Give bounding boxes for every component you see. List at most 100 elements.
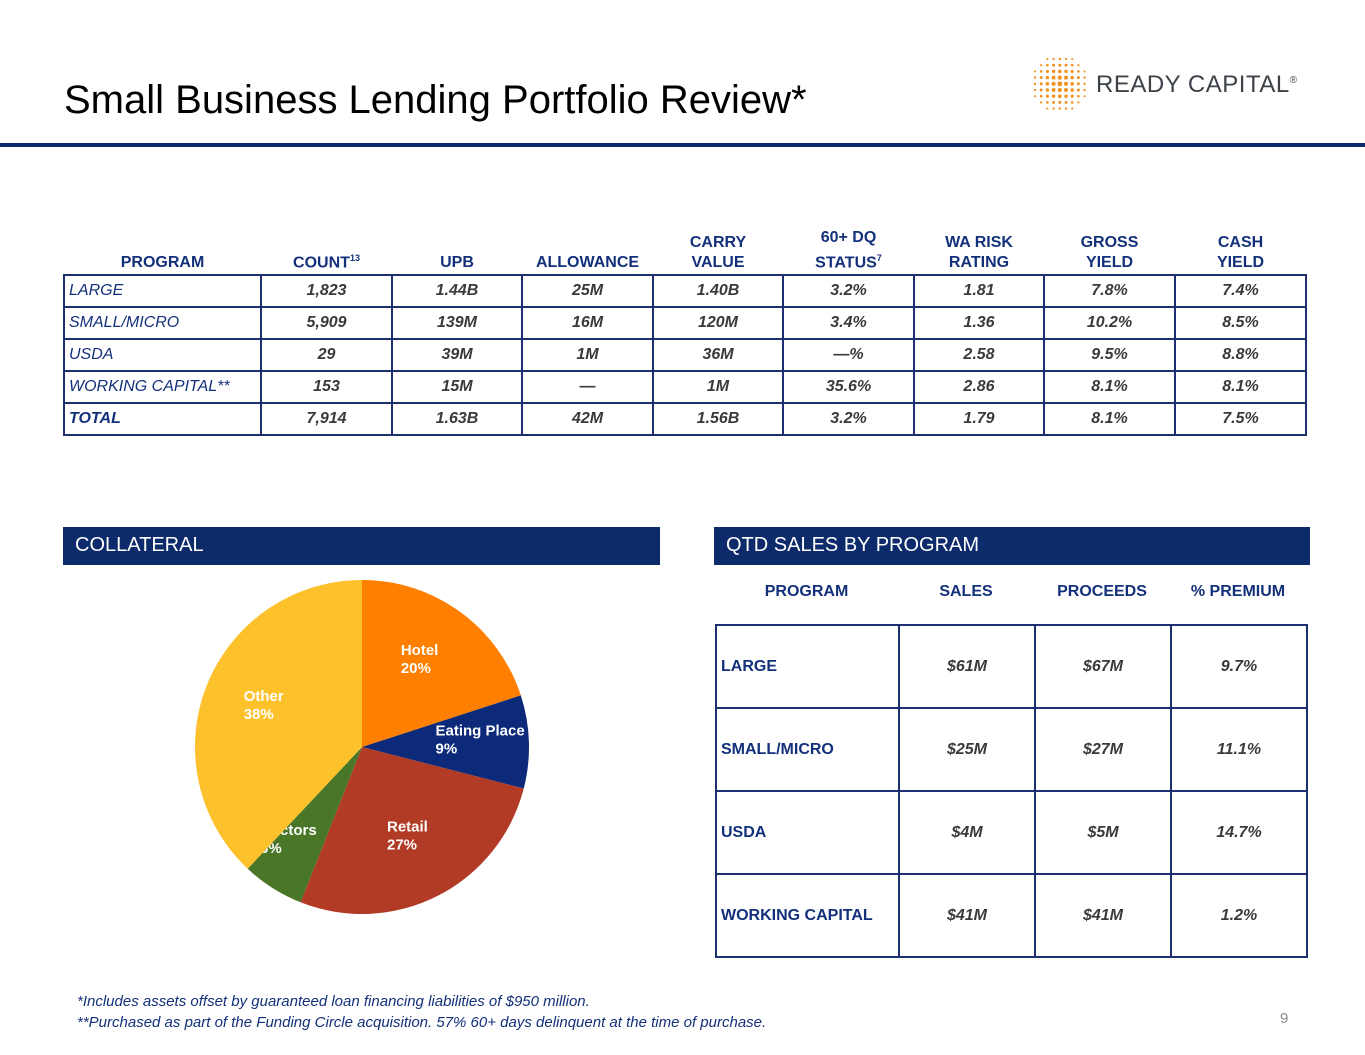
table-row: TOTAL 7,914 1.63B 42M 1.56B 3.2% 1.79 8.1% 7.5%	[63, 402, 1307, 437]
logo-dot	[1057, 81, 1063, 87]
logo-registered-mark: ®	[1289, 75, 1298, 86]
logo-dot	[1064, 63, 1068, 67]
header-label-line: WA RISK	[945, 234, 1013, 252]
pie-slice-hotel	[362, 580, 521, 747]
header-footnote-ref: 7	[876, 253, 882, 263]
logo-dot	[1051, 94, 1056, 98]
sales-col-sales: SALES	[939, 583, 993, 600]
value-cell: $61M	[898, 624, 1036, 709]
logo-dot	[1033, 70, 1037, 73]
value-cell: 1.56B	[652, 402, 784, 437]
value-cell: $25M	[898, 707, 1036, 792]
value-cell: 7.4%	[1174, 274, 1307, 309]
logo-dot	[1063, 81, 1069, 86]
logo-dot	[1083, 70, 1086, 73]
sales-col-proceeds: PROCEEDS	[1057, 583, 1147, 600]
header-label-line: STATUS	[815, 254, 877, 272]
value-cell: 120M	[652, 306, 784, 341]
logo-dot	[1070, 82, 1074, 86]
logo-dot	[1039, 76, 1043, 80]
logo-dot	[1046, 107, 1049, 110]
value-cell: 8.1%	[1043, 370, 1176, 405]
sales-col-program: PROGRAM	[764, 583, 849, 600]
logo-dot	[1039, 88, 1043, 92]
logo-dot	[1064, 88, 1068, 92]
header-label-line: COUNT	[293, 254, 350, 272]
logo-dot	[1058, 94, 1062, 98]
value-cell: 1.2%	[1170, 873, 1308, 958]
logo-dot	[1058, 100, 1062, 104]
logo-dot	[1070, 69, 1074, 73]
header-label-line: CARRY	[689, 234, 747, 252]
value-cell: 1,823	[260, 274, 393, 309]
pie-slice-doctors	[247, 747, 362, 903]
logo-dot	[1083, 88, 1086, 92]
logo-dot	[1052, 100, 1056, 104]
value-cell: 8.1%	[1043, 402, 1176, 437]
table-row: WORKING CAPITAL $41M $41M 1.2%	[715, 873, 1308, 958]
title-divider	[0, 143, 1365, 147]
page-title: Small Business Lending Portfolio Review*	[64, 78, 807, 122]
value-cell: —%	[782, 338, 915, 373]
program-cell: WORKING CAPITAL**	[63, 370, 262, 405]
program-cell: LARGE	[63, 274, 262, 309]
logo-dot	[1057, 87, 1062, 93]
logo-dot	[1051, 81, 1056, 86]
header-label-line: RATING	[948, 254, 1010, 272]
program-cell: USDA	[63, 338, 262, 373]
table-row: LARGE 1,823 1.44B 25M 1.40B 3.2% 1.81 7.8% 7.4%	[63, 274, 1307, 309]
footnote-1: *Includes assets offset by guaranteed lo…	[77, 993, 590, 1010]
value-cell: 2.58	[913, 338, 1045, 373]
value-cell: 1M	[652, 370, 784, 405]
value-cell: 1.63B	[391, 402, 523, 437]
header-label-line: UPB	[440, 254, 474, 272]
logo-dot	[1064, 94, 1068, 98]
program-cell: LARGE	[715, 624, 900, 709]
value-cell: 9.5%	[1043, 338, 1176, 373]
company-logo: READY CAPITAL®	[1030, 55, 1320, 113]
value-cell: 29	[260, 338, 393, 373]
logo-dot	[1051, 75, 1056, 80]
program-cell: USDA	[715, 790, 900, 875]
logo-dot	[1064, 69, 1068, 74]
value-cell: 15M	[391, 370, 523, 405]
value-cell: $5M	[1034, 790, 1172, 875]
logo-dot	[1076, 88, 1080, 92]
pie-slice-eating-place	[362, 695, 529, 789]
value-cell: 1.79	[913, 402, 1045, 437]
portfolio-header-cell: COUNT13	[261, 228, 392, 275]
sales-table: LARGE $61M $67M 9.7% SMALL/MICRO $25M $27M 11.1…	[715, 624, 1308, 958]
sales-col-premium: % PREMIUM	[1190, 583, 1286, 600]
portfolio-header-cell: 60+ DQ STATUS7	[783, 228, 914, 275]
logo-dot	[1083, 76, 1086, 79]
logo-dot	[1051, 88, 1056, 92]
pie-label-name: Retail	[387, 818, 428, 835]
logo-dot	[1033, 82, 1037, 85]
pie-label-pct: 9%	[435, 741, 457, 758]
logo-dot	[1033, 88, 1037, 92]
logo-dot	[1039, 70, 1043, 73]
logo-dot	[1033, 76, 1037, 79]
header-label-line: PROGRAM	[120, 254, 205, 272]
logo-dot	[1045, 94, 1049, 98]
value-cell: $27M	[1034, 707, 1172, 792]
pie-label: Retail 27%	[387, 818, 428, 853]
logo-dot	[1070, 63, 1074, 67]
value-cell: 10.2%	[1043, 306, 1176, 341]
table-row: SMALL/MICRO 5,909 139M 16M 120M 3.4% 1.36 10.2%…	[63, 306, 1307, 341]
value-cell: 5,909	[260, 306, 393, 341]
program-cell: TOTAL	[63, 402, 262, 437]
value-cell: 16M	[521, 306, 654, 341]
footnotes: *Includes assets offset by guaranteed lo…	[77, 991, 766, 1033]
logo-dot	[1070, 94, 1074, 98]
logo-dot	[1039, 94, 1043, 98]
portfolio-header-cell: ALLOWANCE	[522, 228, 653, 275]
footnote-2: **Purchased as part of the Funding Circl…	[77, 1014, 767, 1031]
logo-dot	[1077, 101, 1080, 104]
logo-dot	[1058, 69, 1062, 74]
logo-dot	[1070, 101, 1074, 104]
value-cell: 1M	[521, 338, 654, 373]
value-cell: 1.36	[913, 306, 1045, 341]
logo-dot	[1045, 88, 1050, 92]
logo-dot	[1045, 82, 1050, 86]
